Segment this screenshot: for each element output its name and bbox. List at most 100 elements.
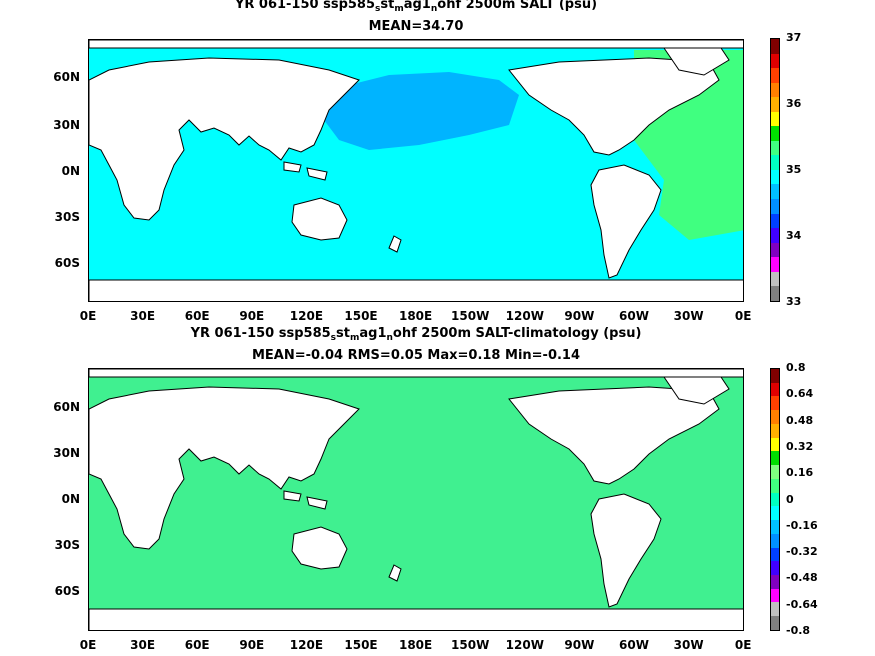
colorbar-label: -0.16	[786, 518, 818, 532]
colorbar-swatch	[771, 396, 779, 411]
lat-label: 0N	[61, 492, 80, 506]
land-mass	[283, 490, 302, 502]
lat-label: 60N	[53, 70, 80, 84]
colorbar-label: 33	[786, 295, 802, 308]
lon-label: 30W	[673, 638, 704, 652]
colorbar-label: -0.48	[786, 571, 818, 585]
lon-label: 120E	[289, 638, 324, 652]
lon-label: 30E	[130, 638, 156, 652]
colorbar-swatch	[771, 520, 779, 534]
panel2-colorbar	[770, 368, 780, 631]
lon-label: 150W	[451, 309, 490, 323]
lon-label: 60W	[619, 309, 649, 323]
lon-label: 120W	[505, 309, 544, 323]
colorbar-swatch	[771, 53, 779, 69]
land-mass	[306, 167, 328, 181]
panel1-colorbar	[770, 38, 780, 302]
panel2-subtitle: MEAN=-0.04 RMS=0.05 Max=0.18 Min=-0.14	[251, 348, 581, 363]
north-pacific-field	[324, 401, 519, 479]
colorbar-label: -0.32	[786, 545, 818, 559]
lon-label: 90W	[564, 309, 595, 323]
colorbar-swatch	[771, 111, 779, 127]
lat-label: 60N	[53, 400, 80, 414]
lon-label: 90W	[564, 638, 595, 652]
colorbar-swatch	[771, 602, 779, 617]
lon-label: 30W	[673, 309, 704, 323]
colorbar-swatch	[771, 257, 779, 272]
colorbar-swatch	[771, 242, 779, 258]
land-mass	[89, 57, 360, 221]
colorbar-swatch	[771, 423, 779, 438]
panel1-subtitle: MEAN=34.70	[368, 19, 464, 34]
colorbar-swatch	[771, 155, 779, 170]
colorbar-swatch	[771, 126, 779, 141]
colorbar-swatch	[771, 286, 779, 301]
colorbar-swatch	[771, 561, 779, 576]
land-mass	[388, 564, 402, 582]
panel1-title: YR 061-150 ssp585sstmag1nohf 2500m SALT …	[234, 0, 598, 14]
lon-label: 0E	[734, 309, 752, 323]
colorbar-swatch	[771, 369, 779, 383]
lon-label: 150E	[344, 638, 378, 652]
lon-label: 0E	[79, 638, 97, 652]
panel2-anomaly-map	[88, 368, 744, 631]
land-mass	[89, 279, 743, 301]
colorbar-label: 36	[786, 97, 802, 110]
colorbar-swatch	[771, 575, 779, 589]
lon-label: 60W	[619, 638, 649, 652]
land-mass	[89, 608, 743, 630]
colorbar-label: 0	[786, 492, 794, 506]
land-mass	[89, 369, 743, 378]
colorbar-label: 0.8	[786, 361, 806, 374]
land-mass	[306, 496, 328, 510]
colorbar-swatch	[771, 506, 779, 521]
colorbar-swatch	[771, 82, 779, 98]
lon-label: 0E	[79, 309, 97, 323]
colorbar-swatch	[771, 199, 779, 214]
colorbar-swatch	[771, 451, 779, 466]
panel2-title: YR 061-150 ssp585sstmag1nohf 2500m SALT-…	[190, 326, 642, 343]
colorbar-swatch	[771, 213, 779, 229]
colorbar-label: 0.32	[786, 439, 814, 453]
colorbar-swatch	[771, 588, 779, 603]
colorbar-swatch	[771, 39, 779, 54]
lon-label: 150W	[451, 638, 490, 652]
colorbar-label: 0.64	[786, 387, 814, 401]
colorbar-swatch	[771, 228, 779, 243]
north-pacific-field	[324, 72, 519, 150]
colorbar-swatch	[771, 382, 779, 397]
land-mass	[283, 161, 302, 173]
colorbar-swatch	[771, 465, 779, 479]
land-mass	[291, 526, 348, 570]
lon-label: 0E	[734, 638, 752, 652]
land-mass	[590, 493, 662, 608]
lon-label: 60E	[184, 309, 210, 323]
lon-label: 180E	[398, 638, 433, 652]
colorbar-label: 37	[786, 31, 802, 44]
lon-label: 90E	[239, 309, 265, 323]
colorbar-label: 0.48	[786, 413, 814, 427]
colorbar-swatch	[771, 547, 779, 562]
lat-label: 60S	[54, 256, 80, 270]
colorbar-label: 35	[786, 163, 802, 176]
lon-label: 180E	[398, 309, 433, 323]
colorbar-label: -0.64	[786, 597, 818, 611]
land-mass	[89, 386, 360, 550]
lon-label: 90E	[239, 638, 265, 652]
lat-label: 30N	[53, 446, 80, 460]
panel1-salinity-map	[88, 39, 744, 302]
land-mass	[89, 40, 743, 49]
colorbar-label: 0.16	[786, 466, 814, 480]
land-mass	[291, 197, 348, 241]
land-mass	[388, 235, 402, 253]
colorbar-swatch	[771, 492, 779, 507]
land-mass	[590, 164, 662, 279]
lon-label: 120E	[289, 309, 324, 323]
colorbar-swatch	[771, 410, 779, 424]
colorbar-swatch	[771, 271, 779, 287]
lon-label: 30E	[130, 309, 156, 323]
lon-label: 60E	[184, 638, 210, 652]
lat-label: 60S	[54, 584, 80, 598]
colorbar-label: -0.8	[786, 624, 811, 637]
colorbar-swatch	[771, 616, 779, 630]
